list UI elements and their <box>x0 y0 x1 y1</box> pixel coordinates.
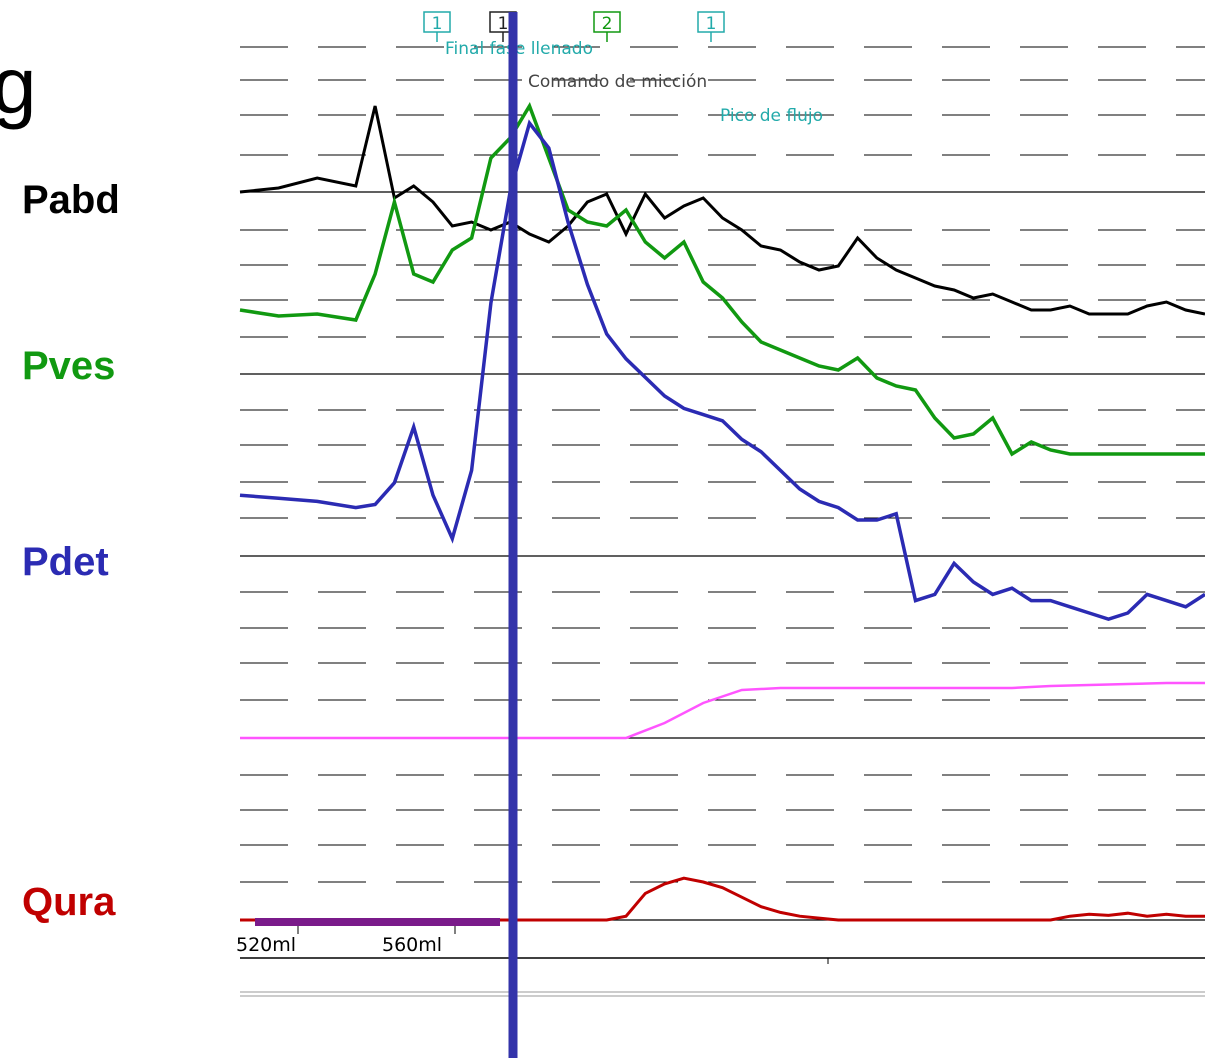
trace-pabd <box>239 105 1205 316</box>
trace-pves <box>239 101 1205 457</box>
volume-tick-560: 560ml <box>382 934 442 956</box>
annotation-comando: Comando de micción <box>528 72 707 92</box>
event-marker-label: 2 <box>602 14 613 34</box>
channel-label-pdet: Pdet <box>22 540 109 584</box>
event-marker: 2 <box>593 11 621 42</box>
channel-label-pves: Pves <box>22 344 116 388</box>
volume-axis: 520ml 560ml <box>236 918 1205 997</box>
trace-volume <box>240 681 1205 740</box>
event-marker: 1 <box>697 11 725 42</box>
annotation-pico: Pico de flujo <box>720 106 823 126</box>
event-marker-label: 1 <box>432 14 443 34</box>
traces <box>239 101 1205 922</box>
channel-label-pabd: Pabd <box>22 178 120 222</box>
trace-qura <box>240 876 1205 922</box>
grid-lines <box>240 46 1205 921</box>
event-marker-label: 1 <box>706 14 717 34</box>
event-marker-label: 1 <box>498 14 509 34</box>
partial-title-letter: g <box>0 41 37 130</box>
annotations: Final fase llenado Comando de micción Pi… <box>445 39 823 126</box>
volume-bar <box>255 918 500 926</box>
volume-tick-520: 520ml <box>236 934 296 956</box>
annotation-final-fase: Final fase llenado <box>445 39 593 59</box>
event-markers: 1 1 2 1 <box>423 11 725 42</box>
trace-pdet <box>239 119 1205 622</box>
channel-label-qura: Qura <box>22 880 116 924</box>
event-marker: 1 <box>423 11 451 42</box>
